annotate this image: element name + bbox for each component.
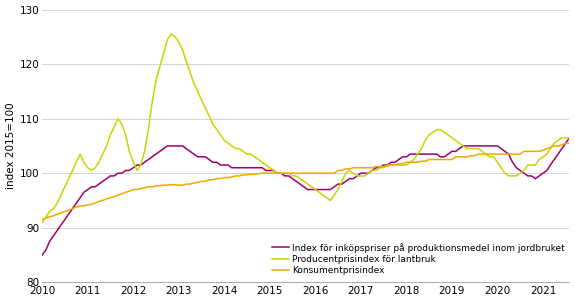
Line: Konsumentprisindex: Konsumentprisindex: [42, 140, 575, 220]
Line: Index för inköpspriser på produktionsmedel inom jordbruket: Index för inköpspriser på produktionsmed…: [42, 127, 575, 255]
Line: Producentprisindex för lantbruk: Producentprisindex för lantbruk: [42, 34, 575, 222]
Legend: Index för inköpspriser på produktionsmedel inom jordbruket, Producentprisindex f: Index för inköpspriser på produktionsmed…: [273, 243, 565, 275]
Y-axis label: index 2015=100: index 2015=100: [6, 103, 16, 189]
